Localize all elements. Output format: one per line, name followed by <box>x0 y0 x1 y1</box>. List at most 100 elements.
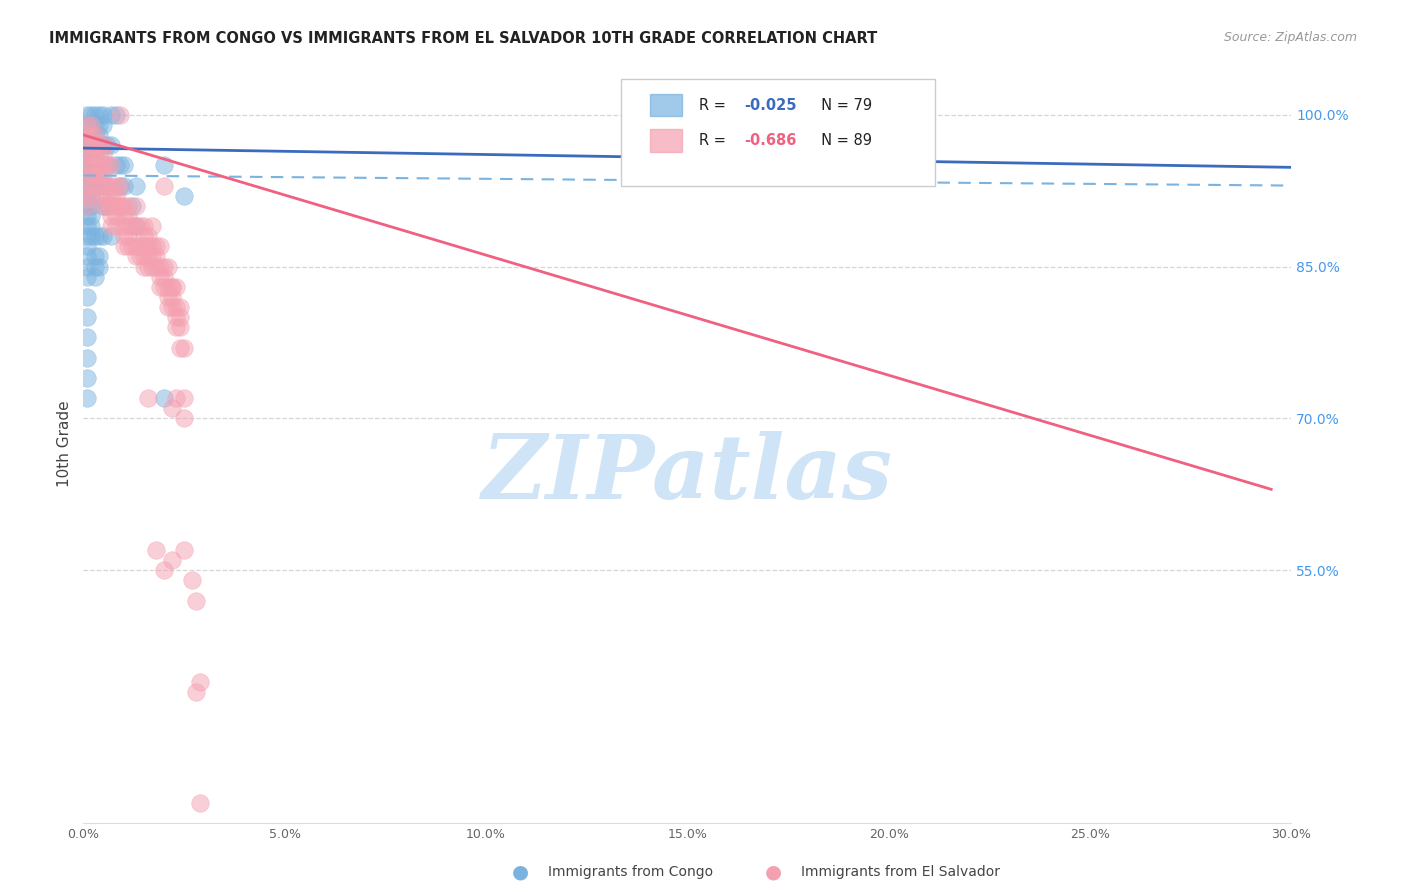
Point <box>80 118 103 132</box>
Point <box>156 260 179 274</box>
Point <box>112 158 135 172</box>
Point <box>80 158 103 172</box>
Point <box>100 188 122 202</box>
Point <box>141 239 163 253</box>
Point <box>80 199 103 213</box>
Point <box>96 138 118 153</box>
Point <box>184 593 207 607</box>
Point <box>153 269 176 284</box>
Text: Immigrants from Congo: Immigrants from Congo <box>548 865 713 880</box>
Point <box>100 108 122 122</box>
Point <box>80 178 103 193</box>
Point <box>89 260 111 274</box>
Point <box>124 199 146 213</box>
Point <box>124 219 146 233</box>
Point <box>104 219 127 233</box>
Point <box>93 199 115 213</box>
Point <box>76 209 98 223</box>
Point <box>84 269 107 284</box>
Point <box>76 219 98 233</box>
Point <box>112 209 135 223</box>
Point <box>165 320 187 334</box>
Point <box>132 229 155 244</box>
Point <box>124 178 146 193</box>
Point <box>104 108 127 122</box>
Point <box>76 128 98 142</box>
Text: R =: R = <box>699 97 731 112</box>
Text: R =: R = <box>699 133 731 148</box>
Point <box>117 209 139 223</box>
Point <box>89 118 111 132</box>
Text: ZIPatlas: ZIPatlas <box>482 431 893 517</box>
Point <box>165 310 187 325</box>
Point <box>84 158 107 172</box>
FancyBboxPatch shape <box>621 79 935 186</box>
Point <box>80 138 103 153</box>
Point <box>93 199 115 213</box>
Point <box>153 260 176 274</box>
Point <box>84 178 107 193</box>
Point <box>93 178 115 193</box>
Point <box>128 219 150 233</box>
Point <box>100 138 122 153</box>
Point <box>160 290 183 304</box>
Point <box>100 229 122 244</box>
Point <box>108 158 131 172</box>
Point <box>117 199 139 213</box>
Point <box>124 219 146 233</box>
Point <box>84 128 107 142</box>
Point <box>117 239 139 253</box>
Point <box>108 199 131 213</box>
Point <box>80 178 103 193</box>
Point <box>96 199 118 213</box>
Point <box>149 280 172 294</box>
Point <box>108 178 131 193</box>
Point <box>89 108 111 122</box>
Point <box>84 158 107 172</box>
Point <box>96 158 118 172</box>
Point <box>84 118 107 132</box>
Point <box>76 158 98 172</box>
Point <box>76 158 98 172</box>
Point <box>149 260 172 274</box>
Point <box>76 330 98 344</box>
Point <box>104 188 127 202</box>
Point <box>112 199 135 213</box>
Y-axis label: 10th Grade: 10th Grade <box>58 401 72 487</box>
Point <box>136 239 159 253</box>
Point <box>160 401 183 416</box>
Point <box>80 148 103 162</box>
Point <box>156 280 179 294</box>
Point <box>84 108 107 122</box>
Point <box>76 260 98 274</box>
Point <box>153 158 176 172</box>
Point <box>89 169 111 183</box>
Point <box>165 300 187 314</box>
Point <box>84 169 107 183</box>
Point <box>76 188 98 202</box>
Text: Immigrants from El Salvador: Immigrants from El Salvador <box>801 865 1001 880</box>
Point <box>89 138 111 153</box>
Point <box>121 239 143 253</box>
Point <box>76 138 98 153</box>
Point <box>76 118 98 132</box>
Point <box>153 563 176 577</box>
Point <box>76 148 98 162</box>
Point <box>169 310 191 325</box>
Point <box>145 543 167 558</box>
Point <box>84 128 107 142</box>
Point <box>84 229 107 244</box>
Point <box>89 158 111 172</box>
Text: -0.686: -0.686 <box>744 133 796 148</box>
Point <box>89 138 111 153</box>
Point <box>141 219 163 233</box>
Point <box>93 118 115 132</box>
Point <box>169 320 191 334</box>
Point <box>80 108 103 122</box>
Point <box>100 158 122 172</box>
Point <box>76 118 98 132</box>
Text: -0.025: -0.025 <box>744 97 797 112</box>
Point <box>93 158 115 172</box>
Point <box>149 239 172 253</box>
Point <box>96 199 118 213</box>
